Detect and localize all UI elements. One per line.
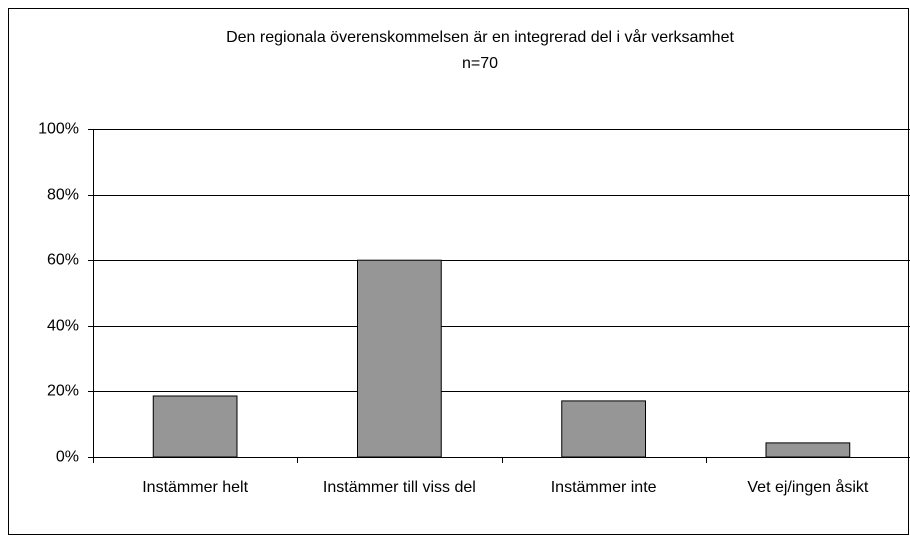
y-tick-label: 100% — [38, 121, 79, 138]
bar — [561, 400, 646, 458]
bar — [152, 395, 238, 458]
y-tick-label: 80% — [47, 187, 79, 204]
bar — [357, 259, 442, 458]
y-tick-label: 60% — [47, 252, 79, 269]
y-tick-label: 40% — [47, 318, 79, 335]
y-tick-label: 20% — [47, 383, 79, 400]
bar — [765, 442, 851, 458]
x-tick-label: Instämmer helt — [142, 479, 248, 496]
x-tick-label: Instämmer inte — [551, 479, 657, 496]
x-tick-label: Instämmer till viss del — [323, 479, 476, 496]
chart-subtitle: n=70 — [462, 55, 498, 72]
y-tick-label: 0% — [56, 449, 79, 466]
x-tick-label: Vet ej/ingen åsikt — [747, 478, 869, 496]
chart-title: Den regionala överenskommelsen är en int… — [226, 28, 734, 46]
